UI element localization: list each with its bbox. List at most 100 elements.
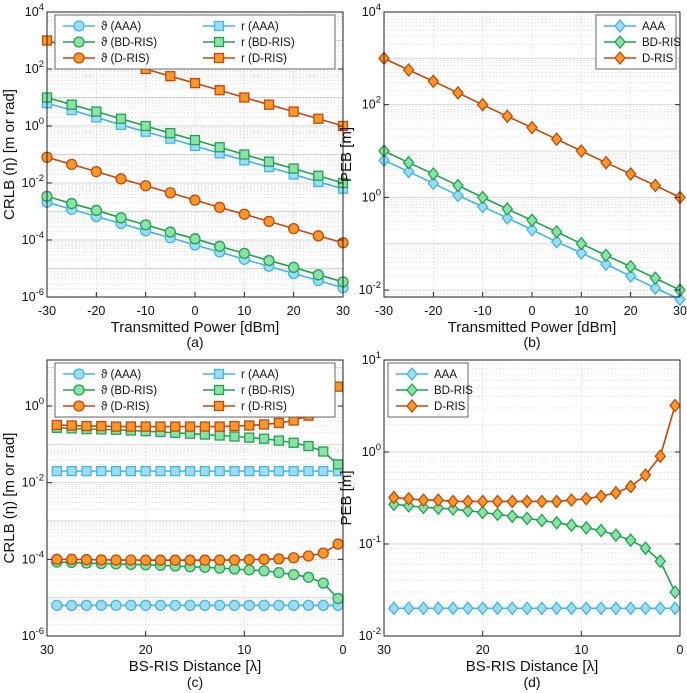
data-point [263,156,275,167]
data-point [238,208,250,220]
data-point [80,599,93,612]
data-point [288,465,299,477]
x-tick-label: 0 [677,643,684,657]
data-point [214,465,225,477]
data-point [243,599,255,612]
data-point [140,421,151,432]
data-point [452,178,464,193]
data-point [452,188,464,203]
data-point [402,164,415,179]
panel-caption: (b) [523,334,540,350]
legend-marker [73,368,85,380]
data-point [476,190,489,205]
data-point [462,601,474,616]
legend-label: BD-RIS [434,385,473,397]
data-point [91,106,102,117]
data-point [654,449,667,464]
x-tick-label: 30 [377,643,391,657]
data-point [244,465,255,477]
data-point [388,490,400,505]
series-d-0 [388,601,681,616]
data-point [154,554,167,566]
data-point [140,465,151,477]
data-point [140,554,152,566]
data-point [388,601,400,616]
data-point [312,230,324,242]
data-point [125,465,137,477]
data-point [80,554,93,566]
legend-item: r (AAA) [203,368,279,381]
data-point [427,74,440,89]
x-axis-label: Transmitted Power [dBm] [111,319,280,336]
legend-label: D-RIS [434,401,466,413]
data-point [214,599,226,612]
data-point [476,97,489,112]
legend-box [54,14,336,70]
data-point [258,433,270,444]
y-tick-label: 10-6 [22,626,44,643]
x-tick-label: 0 [529,304,536,318]
series-c-5 [51,381,344,432]
data-point [273,599,285,612]
data-point [95,599,107,612]
data-point [447,601,459,616]
axes-frame [383,359,681,637]
legend-marker [213,36,225,48]
data-point [140,120,151,132]
legend-label: AAA [642,21,665,33]
legend-label: ϑ (AAA) [101,369,141,381]
x-tick-label: 20 [476,643,490,657]
data-point [452,85,464,100]
data-point [610,528,622,543]
legend-label: ϑ (BD-RIS) [101,385,157,397]
data-point [66,465,77,477]
legend-item: D-RIS [604,50,674,66]
data-point [600,257,612,272]
data-point [199,465,211,477]
data-point [669,398,681,413]
data-point [526,222,538,237]
legend-label: BD-RIS [642,37,681,49]
chart-panel-b: 10-2 100 102 104 -30 -20 -10 0 10 20 30 Transmitted… [338,2,687,350]
data-point [51,419,63,431]
data-point [536,601,548,616]
data-point [243,564,255,576]
y-axis-label: PEB [m] [338,127,355,182]
data-point [639,468,652,483]
data-point [303,440,314,452]
data-point [669,585,681,600]
data-point [491,601,504,616]
legend-marker [213,20,225,32]
data-point [580,601,593,616]
data-point [214,240,226,252]
panel-caption: (d) [523,674,540,690]
data-point [90,204,102,216]
data-point [332,538,344,550]
data-point [239,92,250,103]
y-tick-label: 100 [25,396,44,413]
data-point [417,601,430,616]
data-point [402,491,415,506]
y-axis-label: CRLB (η) [m or rad] [1,89,18,220]
data-point [288,599,300,612]
data-point [155,421,166,432]
data-point [184,421,196,432]
y-tick-label: 102 [25,59,44,76]
data-point [288,261,300,273]
data-point [184,465,196,477]
legend-label: ϑ (D-RIS) [101,53,150,65]
data-point [302,571,315,583]
legend-marker [73,384,85,396]
data-point [332,459,344,470]
data-point [115,113,127,124]
series-a-1 [41,98,349,194]
data-point [288,106,299,117]
data-point [550,234,563,249]
data-point [575,144,588,159]
y-tick-label: 10-6 [22,287,44,304]
data-point [427,176,440,191]
data-point [313,113,324,124]
x-tick-label: 30 [673,304,687,318]
data-point [313,170,324,181]
